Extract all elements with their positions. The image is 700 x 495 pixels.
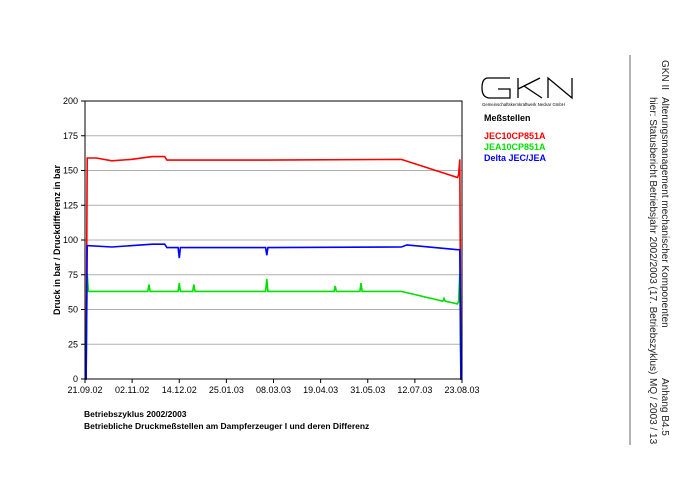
series-line-0 [85, 155, 462, 380]
header-company: GKN II [659, 60, 670, 91]
x-tick-label: 23.08.03 [444, 385, 479, 395]
x-tick-label: 14.12.02 [162, 385, 197, 395]
series-line-2 [85, 243, 462, 380]
header-title-line1: Alterungsmanagement mechanischer Kompone… [659, 97, 670, 328]
caption-line2: Betriebliche Druckmeßstellen am Dampferz… [84, 421, 370, 431]
x-tick-label: 21.09.02 [67, 385, 102, 395]
header-doc-id: MQ / 2003 / 13 [647, 378, 658, 445]
y-tick-label: 25 [68, 339, 78, 349]
plot-frame [84, 100, 463, 380]
caption-line1: Betriebszyklus 2002/2003 [84, 409, 187, 419]
series-line-1 [85, 273, 462, 380]
x-tick-label: 19.04.03 [303, 385, 338, 395]
gkn-logo: Gemeinschaftskernkraftwerk Neckar GmbH [481, 76, 573, 107]
y-tick-label: 200 [63, 96, 78, 106]
legend-item-delta: Delta JEC/JEA [484, 153, 547, 163]
x-tick-label: 02.11.02 [115, 385, 149, 395]
legend-title: Meßstellen [484, 113, 531, 123]
y-axis-label: Druck in bar / Druckdifferenz in bar [52, 164, 62, 315]
x-tick-label: 25.01.03 [209, 385, 244, 395]
y-tick-label: 125 [63, 200, 78, 210]
x-tick-label: 31.05.03 [350, 385, 385, 395]
y-tick-label: 75 [68, 270, 78, 280]
legend-item-jec: JEC10CP851A [484, 131, 546, 141]
header-appendix: Anhang B4.5 [659, 378, 670, 436]
y-tick-label: 0 [73, 374, 78, 384]
x-tick-label: 12.07.03 [397, 385, 432, 395]
x-axis-ticks: 21.09.02 02.11.02 14.12.02 25.01.03 08.03.03… [67, 379, 480, 395]
series-lines [85, 155, 462, 380]
y-axis-ticks: 0 25 50 75 100 125 150 175 200 [63, 96, 85, 384]
y-tick-label: 100 [63, 235, 78, 245]
x-tick-label: 08.03.03 [256, 385, 291, 395]
logo-subtitle: Gemeinschaftskernkraftwerk Neckar GmbH [482, 102, 565, 107]
y-tick-label: 50 [68, 305, 78, 315]
y-tick-label: 175 [63, 131, 78, 141]
grid-lines [85, 100, 462, 380]
header-title-line2: hier: Statusbericht Betriebsjahr 2002/20… [647, 97, 658, 375]
y-tick-label: 150 [63, 166, 78, 176]
legend-item-jea: JEA10CP851A [484, 142, 546, 152]
